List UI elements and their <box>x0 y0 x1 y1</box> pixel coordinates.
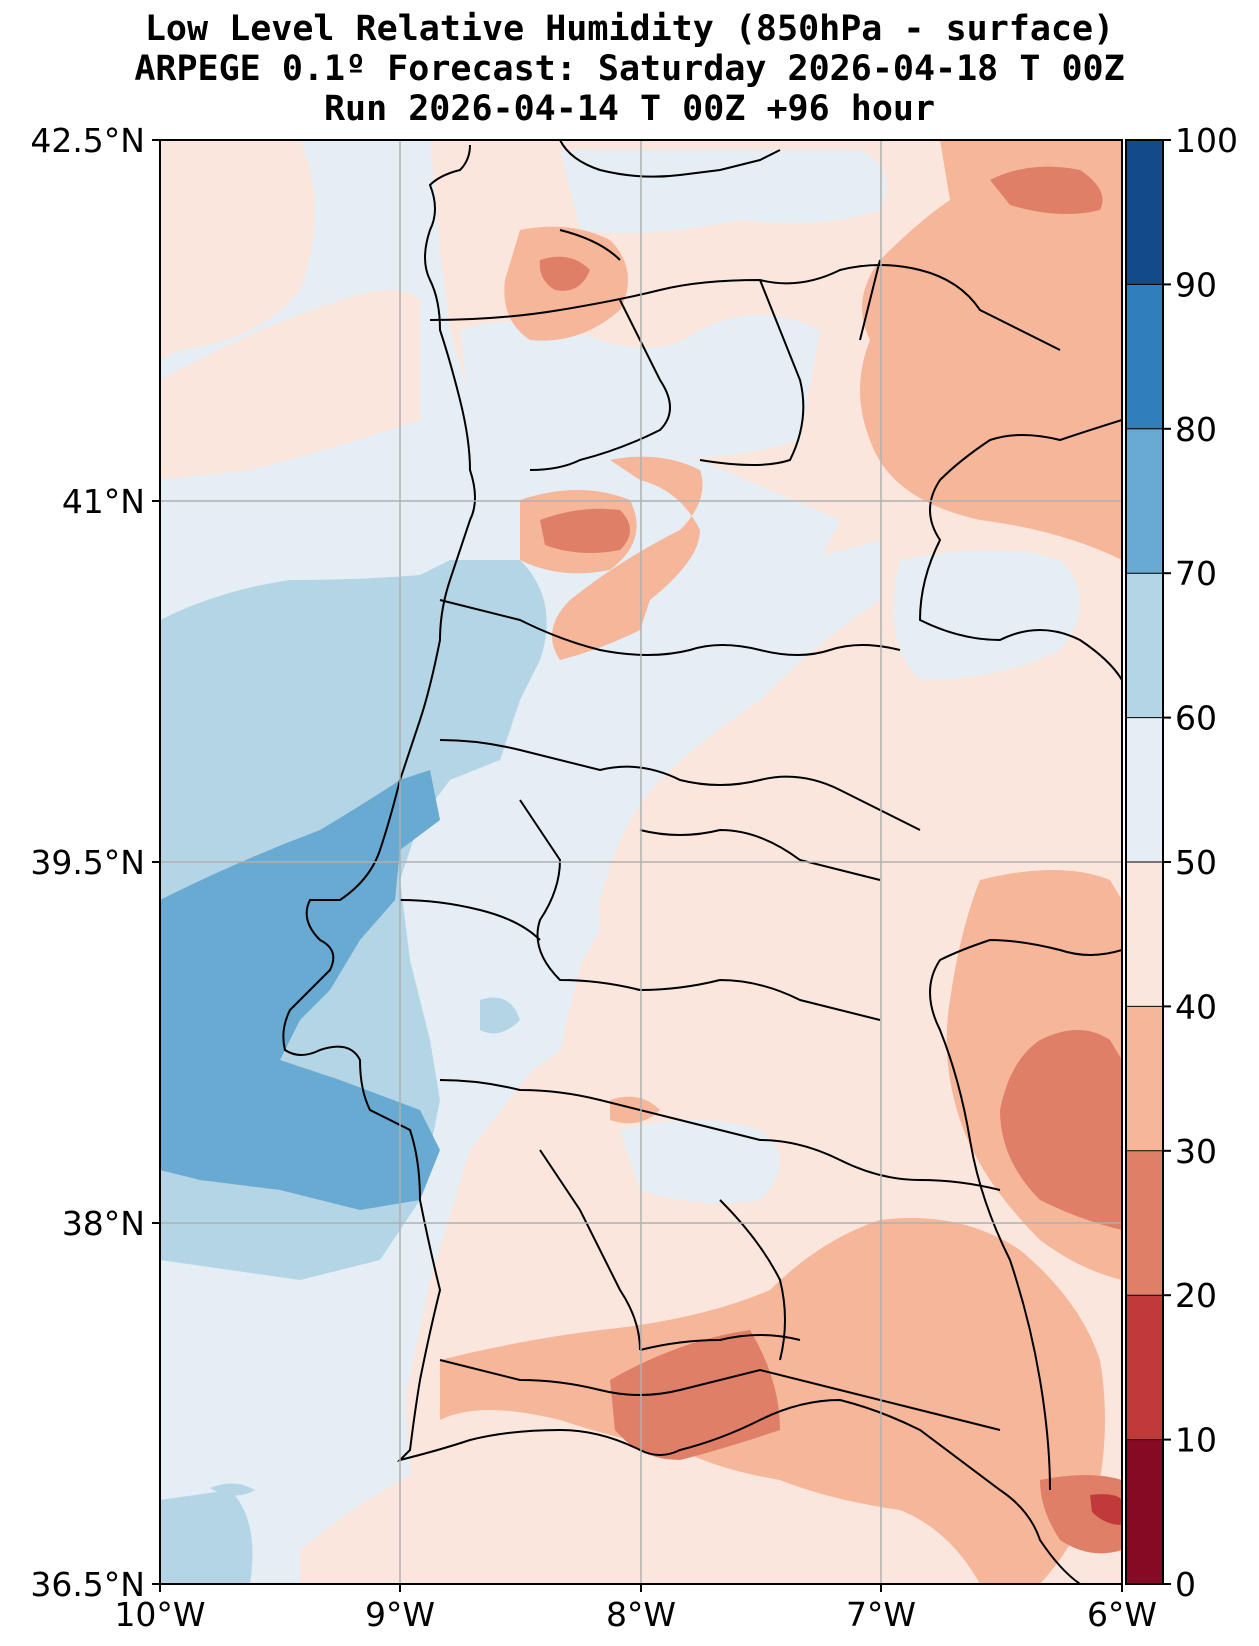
district-borders-south <box>439 1079 1001 1361</box>
district-borders-north <box>429 229 1061 471</box>
colorbar-segment-90-100 <box>1126 140 1163 285</box>
field-east-humid <box>893 550 1080 680</box>
colorbar-label-100: 100 <box>1175 121 1238 160</box>
field-sea-60-70-patch <box>210 1483 255 1496</box>
field-nw-sea-dry <box>160 140 315 360</box>
field-sea-60-70-south <box>160 1490 253 1584</box>
colorbar-segment-0-10 <box>1126 1439 1163 1585</box>
colorbar-segment-10-20 <box>1126 1295 1163 1441</box>
field-nw-sea-dry-2 <box>160 290 420 480</box>
colorbar-label-30: 30 <box>1175 1132 1217 1171</box>
colorbar-label-20: 20 <box>1175 1276 1217 1315</box>
gridlines <box>160 140 1122 1584</box>
field-very-dry-ne <box>990 166 1103 214</box>
field-dry-central <box>610 1096 660 1124</box>
lon-label-6w: 6°W <box>1087 1595 1157 1634</box>
colorbar-label-70: 70 <box>1175 554 1217 593</box>
colorbar-segment-80-90 <box>1126 284 1163 430</box>
lon-label-9w: 9°W <box>365 1595 435 1634</box>
lon-label-7w: 7°W <box>846 1595 916 1634</box>
district-borders-central <box>399 599 921 1021</box>
colorbar-label-40: 40 <box>1175 987 1217 1026</box>
lat-label-41n: 41°N <box>62 482 145 521</box>
colorbar-label-50: 50 <box>1175 843 1217 882</box>
lat-label-42-5n: 42.5°N <box>30 121 145 160</box>
colorbar: 0 10 20 30 40 50 60 70 80 90 100 <box>1125 121 1238 1604</box>
colorbar-label-0: 0 <box>1175 1565 1196 1604</box>
field-extreme-dry-se <box>1090 1494 1122 1525</box>
lat-label-38n: 38°N <box>62 1204 145 1243</box>
field-north-humid <box>460 315 820 458</box>
lat-label-39-5n: 39.5°N <box>30 843 145 882</box>
district-borders-algarve <box>439 1359 1001 1431</box>
border-spain-portugal <box>918 419 1122 1491</box>
field-very-dry-east <box>1000 1030 1122 1230</box>
field-south-humid <box>620 1120 780 1204</box>
colorbar-segment-50-60 <box>1126 717 1163 863</box>
coastline <box>282 140 1081 1584</box>
colorbar-label-80: 80 <box>1175 410 1217 449</box>
field-very-dry-north-2 <box>540 508 630 554</box>
field-dry-ne <box>860 140 1122 560</box>
lat-label-36-5n: 36.5°N <box>30 1565 145 1604</box>
colorbar-label-10: 10 <box>1175 1421 1217 1460</box>
field-very-dry-south <box>610 1330 780 1460</box>
colorbar-segment-40-50 <box>1126 862 1163 1007</box>
field-very-dry-north <box>539 256 590 291</box>
title-line-2: ARPEGE 0.1º Forecast: Saturday 2026-04-1… <box>134 49 1125 89</box>
field-sw-sea-dry <box>300 1470 420 1584</box>
colorbar-label-90: 90 <box>1175 265 1217 304</box>
title-line-3: Run 2026-04-14 T 00Z +96 hour <box>323 89 936 129</box>
lon-label-10w: 10°W <box>114 1595 205 1634</box>
title-line-1: Low Level Relative Humidity (850hPa - su… <box>144 9 1115 49</box>
colorbar-segment-20-30 <box>1126 1150 1163 1296</box>
lon-label-8w: 8°W <box>606 1595 676 1634</box>
field-inland-60-70 <box>480 997 520 1034</box>
colorbar-segment-60-70 <box>1126 573 1163 719</box>
colorbar-segment-30-40 <box>1126 1006 1163 1152</box>
field-sea-70-80 <box>160 770 440 1210</box>
field-dry-north-2 <box>552 456 703 660</box>
field-central-humid <box>450 520 880 1092</box>
borders <box>282 140 1122 1584</box>
colorbar-label-60: 60 <box>1175 699 1217 738</box>
axis-ticks <box>152 139 1123 1592</box>
colorbar-segment-70-80 <box>1126 428 1163 574</box>
